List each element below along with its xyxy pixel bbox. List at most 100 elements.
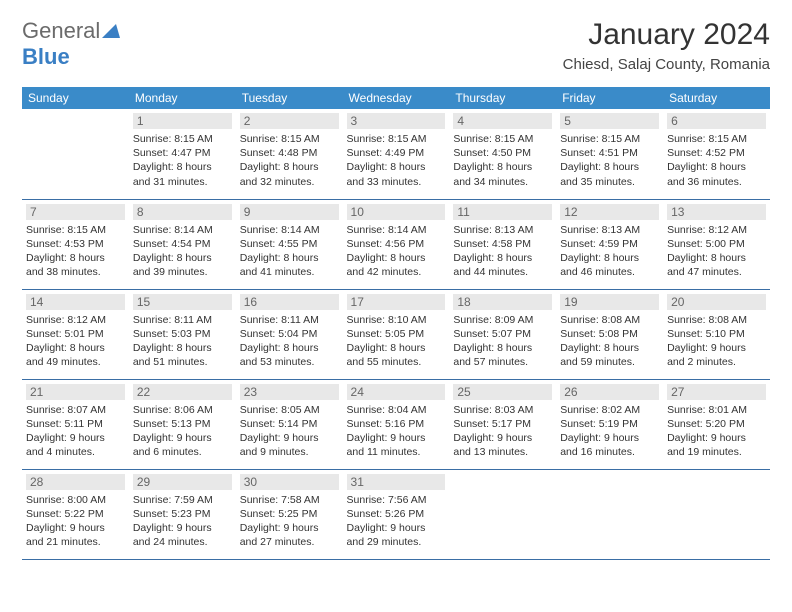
calendar-day-cell: 9Sunrise: 8:14 AMSunset: 4:55 PMDaylight…	[236, 199, 343, 289]
calendar-day-cell: 22Sunrise: 8:06 AMSunset: 5:13 PMDayligh…	[129, 379, 236, 469]
daylight-line: Daylight: 8 hours and 39 minutes.	[133, 251, 232, 279]
day-number: 14	[26, 294, 125, 310]
sunset-line: Sunset: 4:59 PM	[560, 237, 659, 251]
sunset-line: Sunset: 4:58 PM	[453, 237, 552, 251]
sunset-line: Sunset: 5:19 PM	[560, 417, 659, 431]
day-details: Sunrise: 8:06 AMSunset: 5:13 PMDaylight:…	[133, 403, 232, 460]
daylight-line: Daylight: 9 hours and 29 minutes.	[347, 521, 446, 549]
day-header: Monday	[129, 87, 236, 109]
sunset-line: Sunset: 5:26 PM	[347, 507, 446, 521]
calendar-day-cell: 16 Sunrise: 8:11 AMSunset: 5:04 PMDayligh…	[236, 289, 343, 379]
calendar-day-cell: 6Sunrise: 8:15 AMSunset: 4:52 PMDaylight…	[663, 109, 770, 199]
sunrise-line: Sunrise: 7:59 AM	[133, 493, 232, 507]
daylight-line: Daylight: 8 hours and 38 minutes.	[26, 251, 125, 279]
calendar-head: SundayMondayTuesdayWednesdayThursdayFrid…	[22, 87, 770, 109]
sunset-line: Sunset: 5:22 PM	[26, 507, 125, 521]
day-details: Sunrise: 8:14 AMSunset: 4:54 PMDaylight:…	[133, 223, 232, 280]
daylight-line: Daylight: 8 hours and 59 minutes.	[560, 341, 659, 369]
day-number: 27	[667, 384, 766, 400]
day-number: 19	[560, 294, 659, 310]
calendar-day-cell: 23Sunrise: 8:05 AMSunset: 5:14 PMDayligh…	[236, 379, 343, 469]
sunrise-line: Sunrise: 8:07 AM	[26, 403, 125, 417]
brand-triangle-icon	[102, 18, 120, 44]
calendar-day-cell: 7Sunrise: 8:15 AMSunset: 4:53 PMDaylight…	[22, 199, 129, 289]
sunset-line: Sunset: 4:47 PM	[133, 146, 232, 160]
day-details: Sunrise: 8:10 AMSunset: 5:05 PMDaylight:…	[347, 313, 446, 370]
calendar-week-row: 28Sunrise: 8:00 AMSunset: 5:22 PMDayligh…	[22, 469, 770, 559]
sunset-line: Sunset: 4:51 PM	[560, 146, 659, 160]
day-number: 8	[133, 204, 232, 220]
day-number: 7	[26, 204, 125, 220]
day-header: Saturday	[663, 87, 770, 109]
sunrise-line: Sunrise: 8:04 AM	[347, 403, 446, 417]
calendar-week-row: 14Sunrise: 8:12 AMSunset: 5:01 PMDayligh…	[22, 289, 770, 379]
sunrise-line: Sunrise: 8:12 AM	[26, 313, 125, 327]
day-header: Sunday	[22, 87, 129, 109]
day-number: 2	[240, 113, 339, 129]
sunrise-line: Sunrise: 8:14 AM	[240, 223, 339, 237]
sunset-line: Sunset: 4:56 PM	[347, 237, 446, 251]
calendar-table: SundayMondayTuesdayWednesdayThursdayFrid…	[22, 87, 770, 560]
brand-text: GeneralBlue	[22, 18, 120, 70]
day-header: Thursday	[449, 87, 556, 109]
day-number: 18	[453, 294, 552, 310]
daylight-line: Daylight: 8 hours and 32 minutes.	[240, 160, 339, 188]
day-number: 30	[240, 474, 339, 490]
day-header: Tuesday	[236, 87, 343, 109]
day-number: 10	[347, 204, 446, 220]
day-number: 5	[560, 113, 659, 129]
day-number: 13	[667, 204, 766, 220]
calendar-body: 1Sunrise: 8:15 AMSunset: 4:47 PMDaylight…	[22, 109, 770, 559]
day-number: 28	[26, 474, 125, 490]
calendar-day-cell: 17Sunrise: 8:10 AMSunset: 5:05 PMDayligh…	[343, 289, 450, 379]
sunset-line: Sunset: 5:17 PM	[453, 417, 552, 431]
day-details: Sunrise: 8:15 AMSunset: 4:52 PMDaylight:…	[667, 132, 766, 189]
daylight-line: Daylight: 8 hours and 53 minutes.	[240, 341, 339, 369]
day-number: 3	[347, 113, 446, 129]
day-details: Sunrise: 8:08 AMSunset: 5:10 PMDaylight:…	[667, 313, 766, 370]
page-header: GeneralBlue January 2024 Chiesd, Salaj C…	[22, 18, 770, 73]
sunrise-line: Sunrise: 7:56 AM	[347, 493, 446, 507]
day-number: 4	[453, 113, 552, 129]
sunrise-line: Sunrise: 7:58 AM	[240, 493, 339, 507]
day-number: 31	[347, 474, 446, 490]
calendar-day-cell: 11Sunrise: 8:13 AMSunset: 4:58 PMDayligh…	[449, 199, 556, 289]
sunrise-line: Sunrise: 8:13 AM	[453, 223, 552, 237]
daylight-line: Daylight: 8 hours and 33 minutes.	[347, 160, 446, 188]
sunrise-line: Sunrise: 8:01 AM	[667, 403, 766, 417]
sunset-line: Sunset: 5:14 PM	[240, 417, 339, 431]
sunrise-line: Sunrise: 8:03 AM	[453, 403, 552, 417]
day-details: Sunrise: 8:15 AMSunset: 4:51 PMDaylight:…	[560, 132, 659, 189]
sunrise-line: Sunrise: 8:11 AM	[133, 313, 232, 327]
day-details: Sunrise: 8:11 AMSunset: 5:04 PMDaylight:…	[240, 313, 339, 370]
day-details: Sunrise: 8:11 AMSunset: 5:03 PMDaylight:…	[133, 313, 232, 370]
day-details: Sunrise: 8:01 AMSunset: 5:20 PMDaylight:…	[667, 403, 766, 460]
calendar-day-cell	[663, 469, 770, 559]
sunset-line: Sunset: 5:10 PM	[667, 327, 766, 341]
sunset-line: Sunset: 4:50 PM	[453, 146, 552, 160]
daylight-line: Daylight: 8 hours and 57 minutes.	[453, 341, 552, 369]
calendar-day-cell: 20Sunrise: 8:08 AMSunset: 5:10 PMDayligh…	[663, 289, 770, 379]
sunrise-line: Sunrise: 8:10 AM	[347, 313, 446, 327]
sunset-line: Sunset: 5:07 PM	[453, 327, 552, 341]
sunset-line: Sunset: 4:53 PM	[26, 237, 125, 251]
sunrise-line: Sunrise: 8:08 AM	[560, 313, 659, 327]
daylight-line: Daylight: 9 hours and 16 minutes.	[560, 431, 659, 459]
sunrise-line: Sunrise: 8:06 AM	[133, 403, 232, 417]
calendar-day-cell: 13Sunrise: 8:12 AMSunset: 5:00 PMDayligh…	[663, 199, 770, 289]
day-details: Sunrise: 8:03 AMSunset: 5:17 PMDaylight:…	[453, 403, 552, 460]
day-number: 12	[560, 204, 659, 220]
day-number: 16	[240, 294, 339, 310]
day-details: Sunrise: 8:14 AMSunset: 4:56 PMDaylight:…	[347, 223, 446, 280]
calendar-week-row: 7Sunrise: 8:15 AMSunset: 4:53 PMDaylight…	[22, 199, 770, 289]
sunrise-line: Sunrise: 8:08 AM	[667, 313, 766, 327]
day-details: Sunrise: 8:15 AMSunset: 4:50 PMDaylight:…	[453, 132, 552, 189]
calendar-week-row: 1Sunrise: 8:15 AMSunset: 4:47 PMDaylight…	[22, 109, 770, 199]
day-details: Sunrise: 8:00 AMSunset: 5:22 PMDaylight:…	[26, 493, 125, 550]
daylight-line: Daylight: 9 hours and 24 minutes.	[133, 521, 232, 549]
sunrise-line: Sunrise: 8:00 AM	[26, 493, 125, 507]
sunrise-line: Sunrise: 8:13 AM	[560, 223, 659, 237]
title-block: January 2024 Chiesd, Salaj County, Roman…	[563, 18, 770, 73]
daylight-line: Daylight: 8 hours and 47 minutes.	[667, 251, 766, 279]
brand-part1: General	[22, 18, 100, 43]
